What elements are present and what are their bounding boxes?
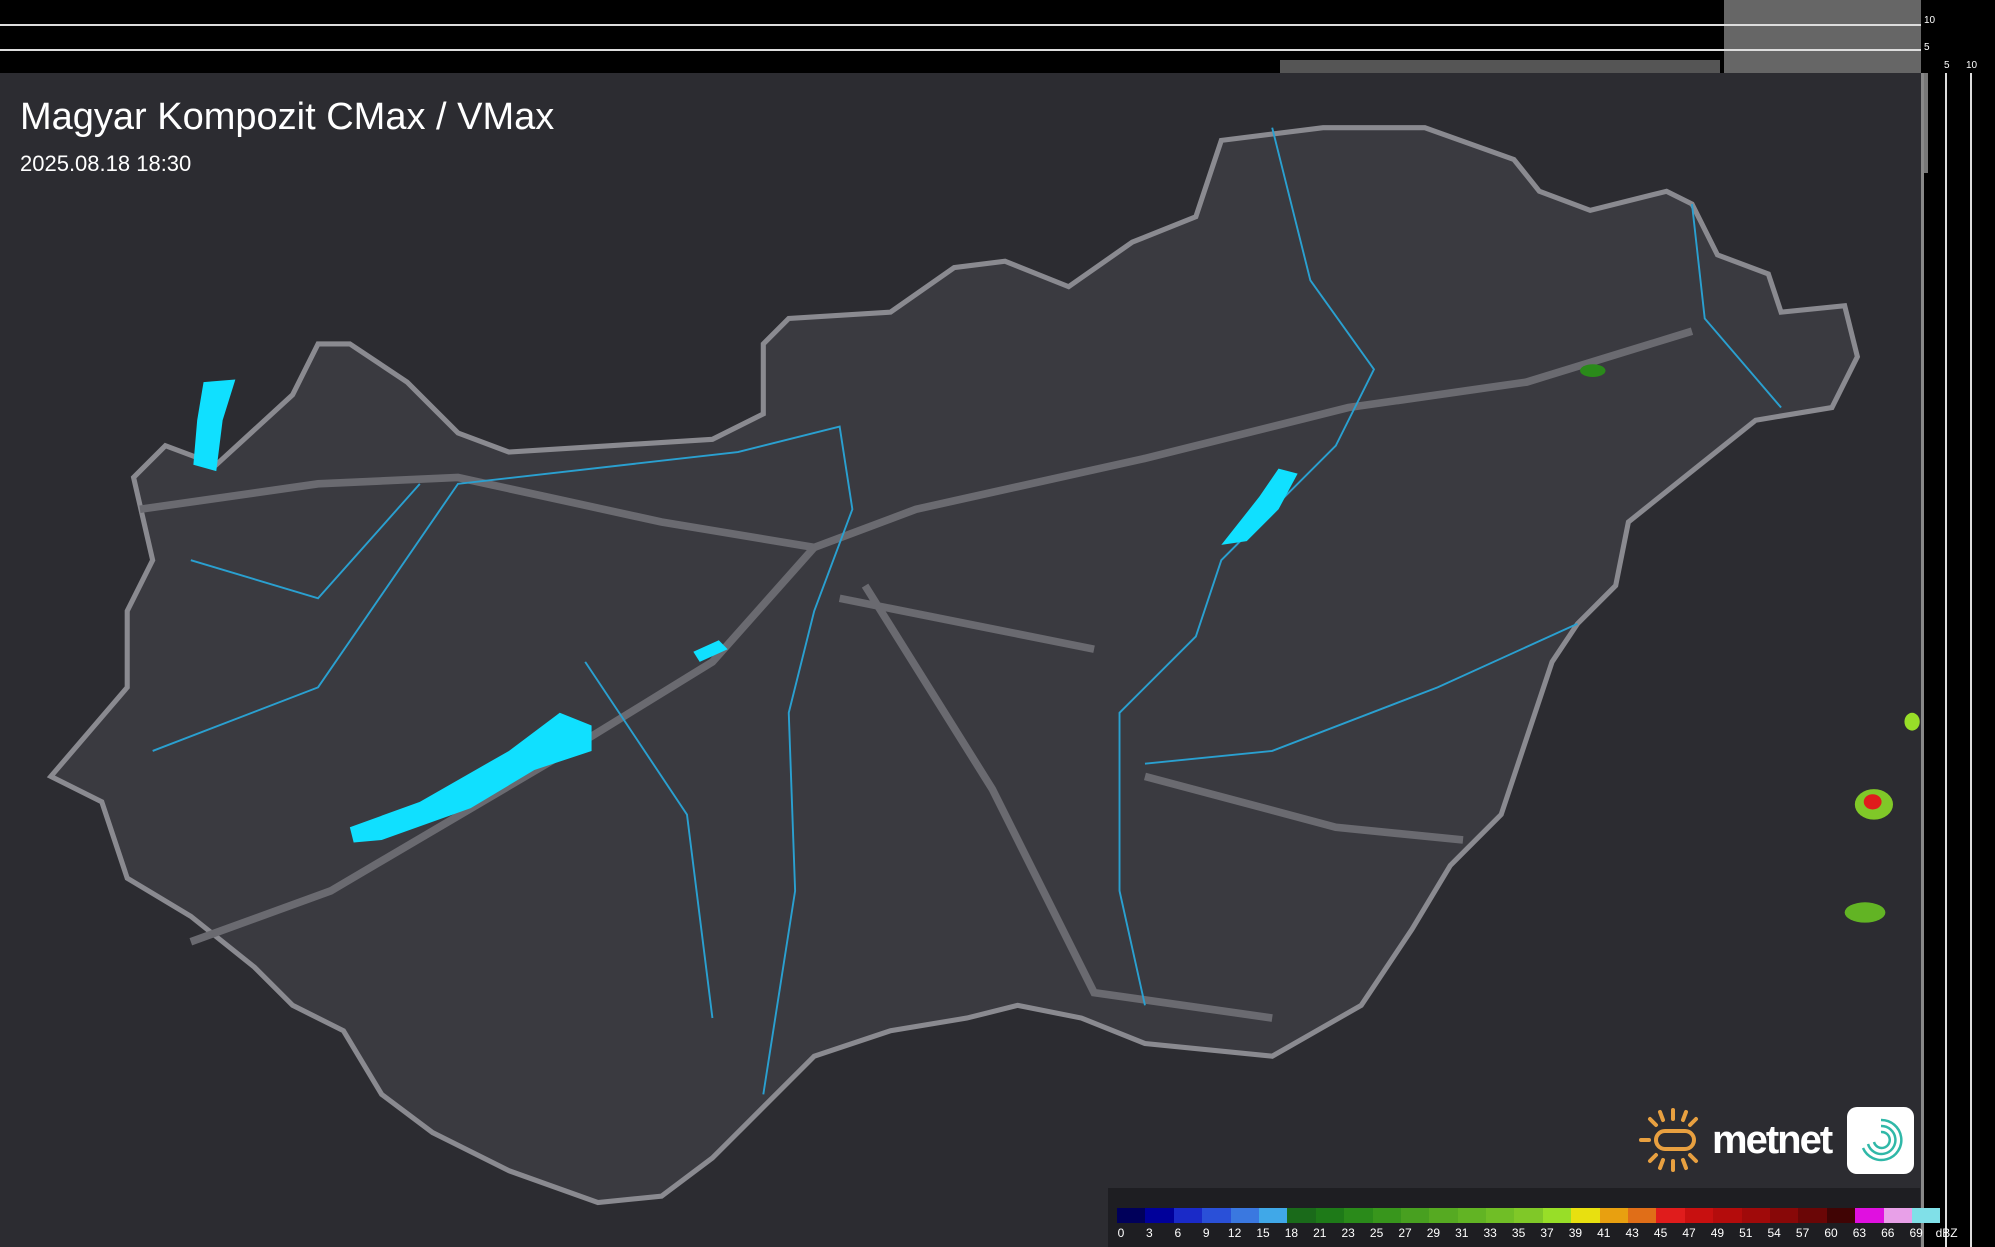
legend-label: 6 [1174,1226,1182,1240]
legend-swatch [1372,1208,1401,1223]
vertical-profile-top: 10 5 5 10 [0,0,1995,73]
legend-swatch [1883,1208,1912,1223]
map-title: Magyar Kompozit CMax / VMax [20,96,555,138]
legend-label: 31 [1455,1226,1469,1240]
profile-echo-area [1724,0,1921,73]
legend-swatch [1656,1208,1685,1223]
profile-echo-trace [1280,60,1720,73]
legend-unit: dBZ [1935,1226,1958,1240]
legend-swatch [1258,1208,1288,1223]
legend-swatch [1117,1208,1146,1223]
legend-label: 21 [1313,1226,1327,1240]
legend-label: 47 [1682,1226,1696,1240]
legend-swatch [1173,1208,1203,1223]
legend-swatch [1826,1208,1856,1223]
legend-swatch [1287,1208,1316,1223]
legend-swatch [1315,1208,1345,1223]
legend-label: 63 [1852,1226,1867,1240]
lake-tisza [1221,468,1298,545]
radar-map[interactable]: Magyar Kompozit CMax / VMax 2025.08.18 1… [0,73,1921,1247]
radar-echoes [1580,364,1920,923]
legend-label: 18 [1284,1226,1299,1240]
gridline-10 [0,24,1921,26]
legend-label: 27 [1398,1226,1412,1240]
legend-labels: 0 3 6 9 12 15 18 21 23 25 27 29 31 33 35 37 39 41 43 45 47 49… [1108,1226,1958,1242]
legend-swatch [1571,1208,1600,1223]
lake-balaton [349,712,592,843]
legend-swatch [1741,1208,1770,1223]
legend-swatch [1713,1208,1742,1223]
hungary-country [46,125,1861,1206]
sun-icon [1639,1108,1698,1172]
legend-label: 69 [1909,1226,1923,1240]
legend-swatch [1599,1208,1629,1223]
legend-swatch [1542,1208,1572,1223]
legend-label: 54 [1767,1226,1781,1240]
tick-label: 10 [1924,15,1936,26]
legend-label: 25 [1369,1226,1384,1240]
legend-label: 41 [1597,1226,1611,1240]
legend-swatch [1400,1208,1430,1223]
vertical-profile-right [1921,73,1995,1247]
tick-label: 5 [1924,42,1930,53]
profile-echo-trace [1924,73,1928,173]
legend-swatch [1145,1208,1174,1223]
legend-swatch [1429,1208,1458,1223]
legend-swatch [1684,1208,1714,1223]
legend-label: 49 [1710,1226,1725,1240]
legend-label: 23 [1341,1226,1355,1240]
legend-swatch [1798,1208,1827,1223]
rivers [152,127,1782,1095]
tick-label: 10 [1966,60,1978,71]
lake-ferto [193,379,236,472]
map-timestamp: 2025.08.18 18:30 [20,151,192,176]
legend-label: 29 [1426,1226,1441,1240]
legend-label: 66 [1881,1226,1895,1240]
lake-velence [693,640,728,662]
legend-label: 45 [1653,1226,1668,1240]
roads [139,327,1694,1022]
legend-swatch [1202,1208,1231,1223]
dbz-legend: 0 3 6 9 12 15 18 21 23 25 27 29 31 33 35 37 39 41 43 45 47 49… [1108,1188,1958,1247]
metnet-logo: metnet [1638,1105,1915,1175]
swirl-icon [1847,1106,1915,1174]
gridline-5 [0,49,1921,51]
legend-swatch [1514,1208,1543,1223]
legend-swatch [1911,1208,1941,1223]
legend-swatch [1855,1208,1884,1223]
gridline-10 [1970,73,1972,1247]
legend-label: 15 [1256,1226,1270,1240]
legend-swatch [1769,1208,1799,1223]
legend-label: 39 [1568,1226,1583,1240]
legend-label: 37 [1540,1226,1554,1240]
legend-label: 57 [1795,1226,1810,1240]
legend-swatch [1344,1208,1373,1223]
legend-label: 12 [1227,1226,1242,1240]
legend-swatch [1486,1208,1515,1223]
legend-swatch [1628,1208,1657,1223]
legend-label: 3 [1146,1226,1153,1240]
map-svg [46,125,1920,1206]
brand-name: metnet [1712,1117,1833,1162]
legend-label: 51 [1739,1226,1753,1240]
legend-label: 0 [1117,1226,1125,1240]
legend-label: 35 [1511,1226,1526,1240]
legend-swatch [1457,1208,1487,1223]
legend-label: 43 [1625,1226,1639,1240]
legend-label: 33 [1483,1226,1497,1240]
legend-color-bar [1117,1208,1941,1223]
lakes [193,379,1298,843]
legend-label: 9 [1202,1226,1210,1240]
tick-label: 5 [1944,60,1950,71]
gridline-5 [1945,73,1947,1247]
legend-label: 60 [1824,1226,1838,1240]
legend-swatch [1230,1208,1259,1223]
